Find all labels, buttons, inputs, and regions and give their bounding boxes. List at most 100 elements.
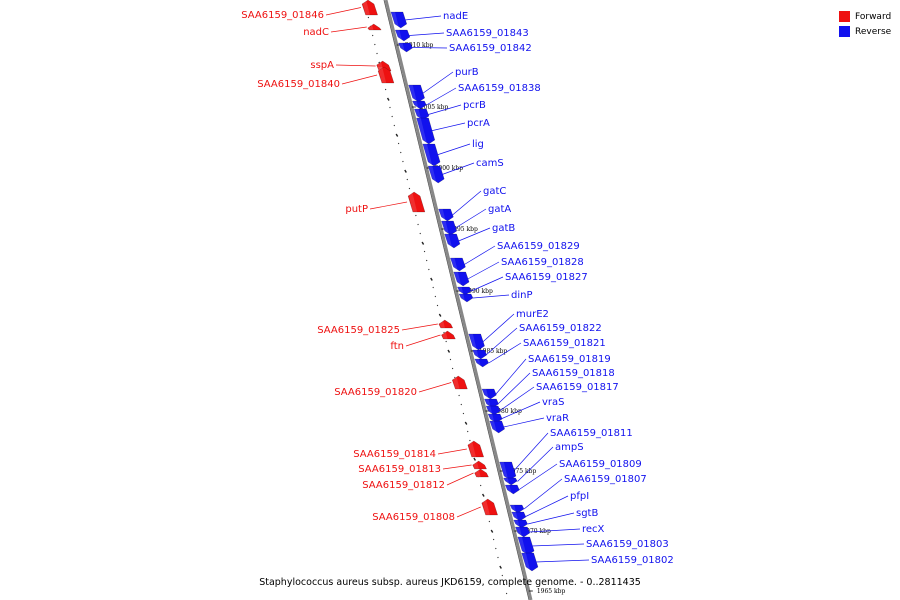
- label-gata[interactable]: gatA: [488, 204, 511, 215]
- leader-saa6159-01814: [437, 448, 467, 455]
- gene-amps[interactable]: [503, 477, 518, 486]
- track-dot: [419, 232, 421, 235]
- legend-forward-swatch: [839, 11, 850, 22]
- gene-saa6159-01825[interactable]: [438, 319, 454, 329]
- label-pfpi[interactable]: pfpI: [570, 491, 589, 502]
- gene-saa6159-01828[interactable]: [453, 271, 470, 287]
- gene-cams-shape: [427, 165, 445, 184]
- label-saa6159-01819[interactable]: SAA6159_01819: [528, 354, 611, 365]
- label-mure2[interactable]: murE2: [516, 309, 549, 320]
- label-saa6159-01846[interactable]: SAA6159_01846: [241, 10, 324, 21]
- gene-saa6159-01813[interactable]: [472, 460, 487, 470]
- label-vrar[interactable]: vraR: [546, 413, 569, 424]
- label-saa6159-01842[interactable]: SAA6159_01842: [449, 43, 532, 54]
- label-lig[interactable]: lig: [472, 139, 484, 150]
- leader-saa6159-01812: [446, 472, 474, 486]
- gene-lig[interactable]: [422, 143, 441, 167]
- label-saa6159-01809[interactable]: SAA6159_01809: [559, 459, 642, 470]
- gene-dinp[interactable]: [458, 293, 474, 303]
- label-saa6159-01840[interactable]: SAA6159_01840: [257, 79, 340, 90]
- label-saa6159-01818[interactable]: SAA6159_01818: [532, 368, 615, 379]
- gene-pcra[interactable]: [416, 117, 436, 145]
- label-saa6159-01820[interactable]: SAA6159_01820: [334, 387, 417, 398]
- label-recx[interactable]: recX: [582, 524, 605, 535]
- label-saa6159-01802[interactable]: SAA6159_01802: [591, 555, 674, 566]
- gene-nadc[interactable]: [367, 23, 382, 31]
- label-cams[interactable]: camS: [476, 158, 504, 169]
- gene-putp-shade: [408, 192, 418, 212]
- gene-saa6159-01838[interactable]: [412, 100, 427, 110]
- gene-saa6159-01802[interactable]: [521, 552, 539, 572]
- gene-saa6159-01822-shape: [472, 349, 488, 360]
- gene-saa6159-01807[interactable]: [509, 504, 525, 514]
- track-dot: [479, 484, 482, 487]
- label-saa6159-01807[interactable]: SAA6159_01807: [564, 474, 647, 485]
- gene-saa6159-01812[interactable]: [474, 468, 489, 478]
- label-saa6159-01822[interactable]: SAA6159_01822: [519, 323, 602, 334]
- gene-saa6159-01807-shade: [510, 505, 517, 513]
- gene-sgtb[interactable]: [513, 519, 528, 529]
- gene-saa6159-01840[interactable]: [377, 66, 395, 84]
- gene-pfpi[interactable]: [511, 511, 527, 522]
- gene-ftn[interactable]: [441, 330, 456, 340]
- label-saa6159-01811[interactable]: SAA6159_01811: [550, 428, 633, 439]
- track-dot: [438, 313, 442, 317]
- label-amps[interactable]: ampS: [555, 442, 584, 453]
- label-putp[interactable]: putP: [345, 204, 368, 215]
- gene-saa6159-01821[interactable]: [474, 358, 490, 368]
- gene-saa6159-01820[interactable]: [451, 375, 468, 390]
- label-pcrb[interactable]: pcrB: [463, 100, 486, 111]
- label-saa6159-01821[interactable]: SAA6159_01821: [523, 338, 606, 349]
- label-saa6159-01812[interactable]: SAA6159_01812: [362, 480, 445, 491]
- label-nade[interactable]: nadE: [443, 11, 468, 22]
- gene-purb[interactable]: [408, 84, 425, 103]
- label-saa6159-01843[interactable]: SAA6159_01843: [446, 28, 529, 39]
- gene-saa6159-01803[interactable]: [517, 536, 535, 556]
- label-gatc[interactable]: gatC: [483, 186, 506, 197]
- label-pcra[interactable]: pcrA: [467, 118, 490, 129]
- gene-saa6159-01809[interactable]: [504, 484, 520, 495]
- gene-cams[interactable]: [427, 165, 445, 184]
- label-saa6159-01828[interactable]: SAA6159_01828: [501, 257, 584, 268]
- gene-vrar[interactable]: [489, 420, 505, 434]
- leader-dinp: [473, 294, 510, 299]
- label-saa6159-01803[interactable]: SAA6159_01803: [586, 539, 669, 550]
- gene-saa6159-01842[interactable]: [398, 42, 413, 53]
- label-nadc[interactable]: nadC: [303, 27, 329, 38]
- label-purb[interactable]: purB: [455, 67, 479, 78]
- gene-sspa[interactable]: [376, 60, 392, 72]
- label-saa6159-01814[interactable]: SAA6159_01814: [353, 449, 436, 460]
- label-saa6159-01808[interactable]: SAA6159_01808: [372, 512, 455, 523]
- gene-saa6159-01814[interactable]: [467, 440, 485, 458]
- gene-pcrb[interactable]: [413, 108, 430, 121]
- gene-recx[interactable]: [514, 526, 531, 538]
- gene-gatc[interactable]: [438, 208, 454, 222]
- label-saa6159-01838[interactable]: SAA6159_01838: [458, 83, 541, 94]
- label-saa6159-01829[interactable]: SAA6159_01829: [497, 241, 580, 252]
- gene-putp[interactable]: [407, 191, 426, 213]
- gene-saa6159-01846[interactable]: [361, 0, 378, 16]
- track-dot: [430, 277, 433, 281]
- label-saa6159-01817[interactable]: SAA6159_01817: [536, 382, 619, 393]
- gene-mure2[interactable]: [468, 333, 485, 351]
- label-dinp[interactable]: dinP: [511, 290, 533, 301]
- gene-saa6159-01829[interactable]: [449, 257, 466, 272]
- gene-saa6159-01827[interactable]: [456, 286, 472, 296]
- gene-gata[interactable]: [441, 220, 458, 236]
- genome-backbone: [383, 0, 533, 600]
- gene-saa6159-01822[interactable]: [472, 349, 488, 360]
- label-saa6159-01813[interactable]: SAA6159_01813: [358, 464, 441, 475]
- label-ftn[interactable]: ftn: [390, 341, 404, 352]
- gene-saa6159-01808[interactable]: [481, 498, 498, 516]
- label-vras[interactable]: vraS: [542, 397, 565, 408]
- label-gatb[interactable]: gatB: [492, 223, 515, 234]
- label-saa6159-01827[interactable]: SAA6159_01827: [505, 272, 588, 283]
- gene-nade[interactable]: [390, 11, 408, 29]
- label-sspa[interactable]: sspA: [310, 60, 334, 71]
- label-sgtb[interactable]: sgtB: [576, 508, 598, 519]
- label-saa6159-01825[interactable]: SAA6159_01825: [317, 325, 400, 336]
- gene-saa6159-01843[interactable]: [394, 29, 411, 42]
- gene-saa6159-01817[interactable]: [485, 405, 501, 416]
- gene-saa6159-01819[interactable]: [481, 388, 497, 400]
- gene-gatb[interactable]: [444, 233, 461, 249]
